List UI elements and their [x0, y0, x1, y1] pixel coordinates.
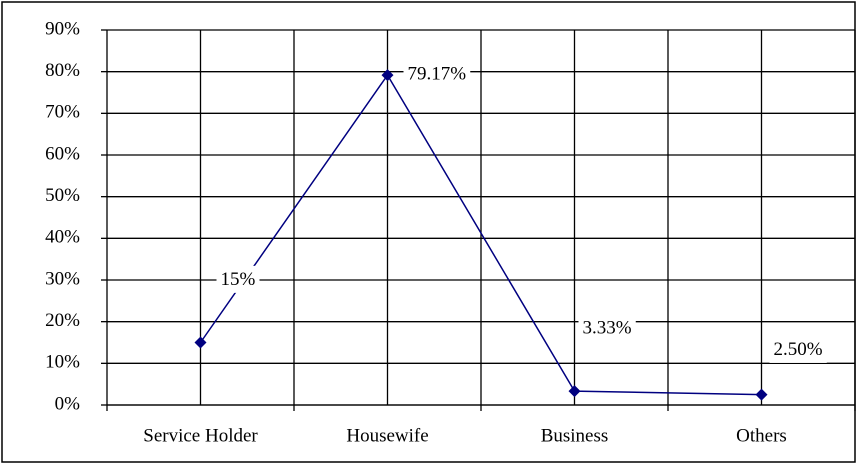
y-tick-label: 30%: [45, 268, 80, 289]
marker: [755, 388, 768, 401]
value-label: 15%: [221, 269, 256, 290]
value-label-bg: [403, 60, 471, 88]
y-tick-label: 0%: [55, 393, 81, 414]
marker: [381, 69, 394, 82]
value-label-bg: [578, 314, 636, 342]
value-label-bg: [216, 265, 260, 293]
value-label: 3.33%: [583, 317, 632, 338]
y-tick-label: 10%: [45, 352, 80, 373]
value-label: 79.17%: [408, 63, 467, 84]
x-tick-label: Service Holder: [143, 425, 258, 446]
y-tick-label: 20%: [45, 310, 80, 331]
y-tick-label: 60%: [45, 143, 80, 164]
value-label: 2.50%: [774, 339, 823, 360]
y-tick-label: 70%: [45, 102, 80, 123]
x-tick-label: Housewife: [346, 425, 428, 446]
marker: [194, 336, 207, 349]
value-label-bg: [769, 335, 827, 363]
y-tick-label: 50%: [45, 185, 80, 206]
x-tick-label: Others: [736, 425, 787, 446]
line: [199, 73, 762, 396]
marker: [568, 385, 581, 398]
y-tick-label: 80%: [45, 60, 80, 81]
y-tick-label: 40%: [45, 227, 80, 248]
y-tick-label: 90%: [45, 18, 80, 39]
x-tick-label: Business: [541, 425, 609, 446]
